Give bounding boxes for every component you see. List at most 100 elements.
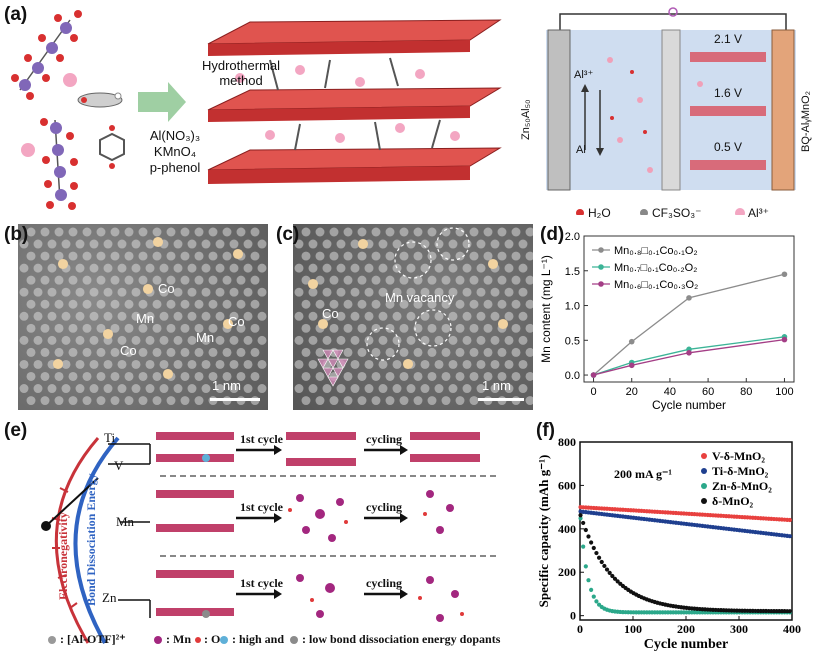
atom-column [75, 359, 85, 369]
atom-column [243, 359, 253, 369]
atom-column [427, 347, 437, 357]
atom-column [371, 227, 381, 237]
atom-column [110, 275, 120, 285]
atom-column [75, 384, 85, 393]
atom-column [173, 359, 183, 369]
reagent-list: Al(NO₃)₃ KMnO₄ p-phenol [134, 128, 216, 176]
vacancy-circles [366, 227, 470, 361]
atom-column [61, 359, 71, 369]
atom-column [392, 263, 402, 273]
atom-column [504, 287, 514, 297]
legend-entry: Zn-δ-MnO₂ [712, 479, 772, 493]
atom-column [68, 372, 78, 381]
atom-column [504, 359, 514, 369]
process-arrows [236, 445, 408, 599]
atom-column [301, 251, 311, 261]
legend-complex: : [Al-OTF]²⁺ [60, 632, 126, 646]
atom-column [61, 384, 71, 393]
legend-water: H₂O [588, 206, 611, 220]
o-icon [195, 637, 201, 643]
atom-column [40, 372, 50, 381]
layered-structure [207, 19, 502, 184]
data-point [612, 576, 618, 581]
mn-icon [154, 636, 162, 644]
atom-column [490, 335, 500, 345]
element-ti: Ti [104, 430, 116, 445]
atom-column [385, 251, 395, 261]
atom-column [448, 263, 458, 273]
data-point [781, 271, 788, 278]
atom-column [525, 275, 533, 285]
data-point [596, 555, 602, 560]
atom-column [75, 263, 85, 273]
legend-entry: δ-MnO₂ [712, 494, 754, 508]
atom-column [301, 299, 311, 309]
atom-column [257, 311, 267, 321]
atom-column [159, 263, 169, 273]
atom-column [371, 347, 381, 357]
atom-column [131, 287, 141, 297]
atom-column [19, 263, 29, 273]
atom-column [180, 347, 190, 357]
al-ion [63, 73, 77, 87]
atom-column [82, 396, 92, 406]
atom-column [420, 239, 430, 249]
atom-column [47, 384, 57, 393]
octahedral-chain-1 [11, 10, 82, 100]
ion-label-down: Al [576, 144, 586, 156]
atom-column [82, 323, 92, 333]
atom-column [525, 299, 533, 309]
legend-high: : high and [232, 632, 285, 646]
atom-column [420, 263, 430, 273]
dopant-low [202, 610, 210, 618]
atom-column [301, 347, 311, 357]
atom-column [54, 251, 64, 261]
co-atom [487, 258, 499, 270]
atom-column [19, 384, 29, 393]
atom-column [152, 323, 162, 333]
atom-columns [19, 227, 267, 406]
atom-column [399, 323, 409, 333]
atom-column [110, 396, 120, 406]
atom-column [308, 359, 318, 369]
co-atom [102, 328, 114, 340]
atom-column [54, 299, 64, 309]
atom-column [173, 335, 183, 345]
data-point [581, 544, 586, 549]
atom-column [392, 239, 402, 249]
atom-column [343, 227, 353, 237]
atom-column [399, 347, 409, 357]
atom-column [392, 287, 402, 297]
step-first-cycle: 1st cycle [240, 500, 283, 514]
atom-column [201, 359, 211, 369]
atom-column [103, 359, 113, 369]
atom-column [236, 323, 246, 333]
atom-column [152, 227, 162, 237]
atom-column [406, 239, 416, 249]
atom-column [308, 287, 318, 297]
atom-column [208, 275, 218, 285]
y-tick-label: 800 [558, 435, 576, 449]
atom-column [448, 311, 458, 321]
atom-column [350, 263, 360, 273]
atom-column [145, 311, 155, 321]
voltage-label: 0.5 V [714, 140, 743, 154]
panel-label-d: (d) [540, 224, 565, 245]
atom-column [152, 275, 162, 285]
atom-column [476, 287, 486, 297]
atom-column [131, 263, 141, 273]
data-point [589, 587, 594, 592]
atom-column [229, 384, 239, 393]
atom-column [462, 335, 472, 345]
dopant-high [202, 454, 210, 462]
atom-column [145, 384, 155, 393]
atom-column [378, 335, 388, 345]
y-axis-label: Mn content (mg L⁻¹) [539, 255, 553, 363]
atom-column [180, 227, 190, 237]
atom-column [448, 239, 458, 249]
co-atom [317, 318, 329, 330]
atom-column [448, 384, 458, 393]
atom-column [96, 347, 106, 357]
atom-column [131, 384, 141, 393]
legend-marker [701, 453, 707, 459]
